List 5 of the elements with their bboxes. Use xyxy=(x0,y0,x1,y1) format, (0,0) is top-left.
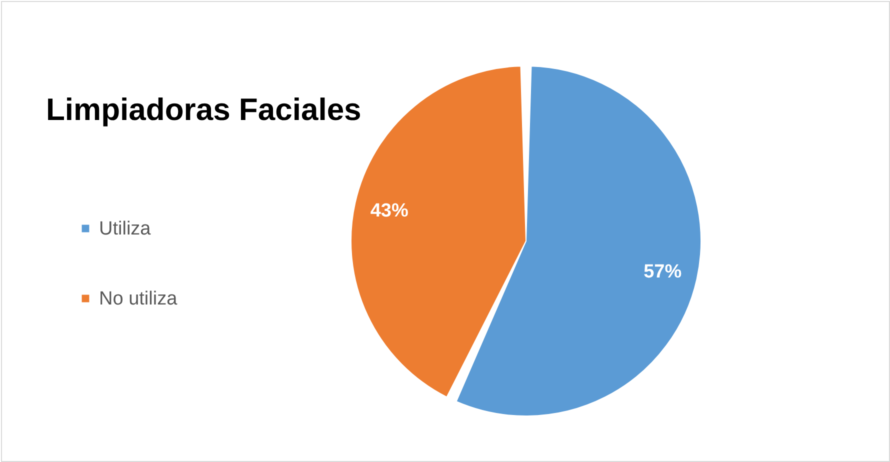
data-label: 43% xyxy=(370,200,408,222)
data-label: 57% xyxy=(644,262,682,283)
text: Limpiadoras Faciales xyxy=(46,92,362,127)
legend-label: No utiliza xyxy=(99,288,178,310)
legend-label: Utiliza xyxy=(99,218,152,240)
